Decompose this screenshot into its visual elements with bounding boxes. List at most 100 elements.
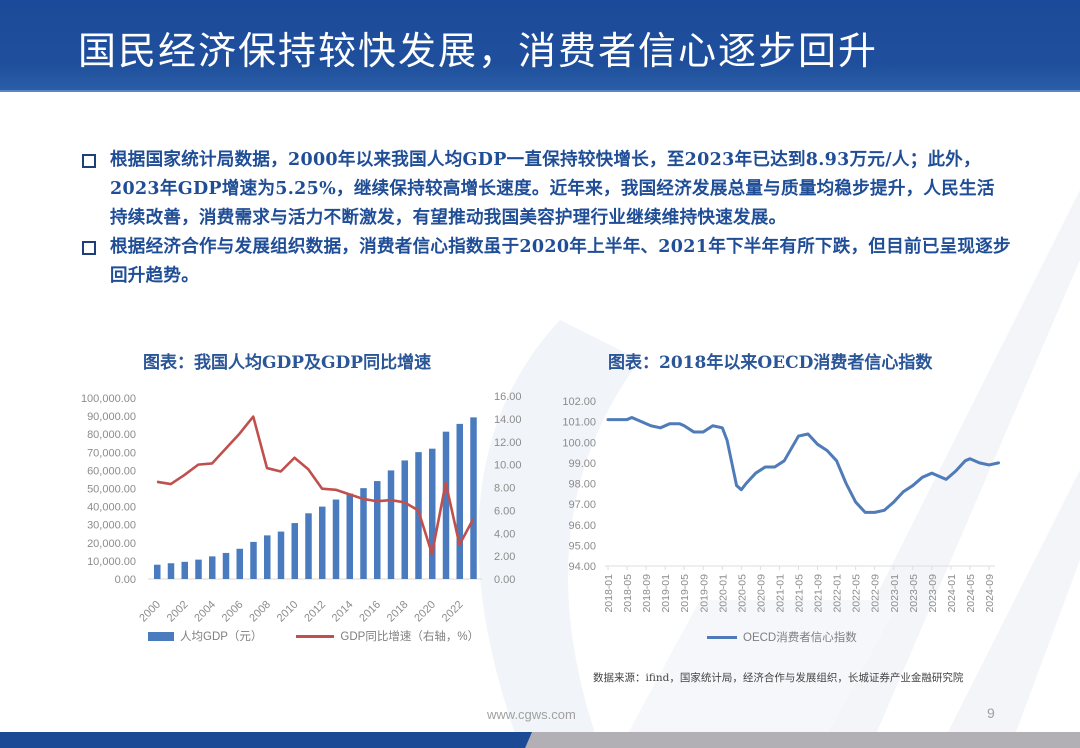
page-title: 国民经济保持较快发展，消费者信心逐步回升 [78,29,879,73]
left-axis-tick: 70,000.00 [87,447,136,459]
y-axis-tick: 101.00 [562,417,596,429]
left-axis-tick: 100,000.00 [81,393,136,405]
y-axis-tick: 94.00 [568,561,596,573]
title-divider [0,90,1080,92]
left-axis-tick: 50,000.00 [87,484,136,496]
gdp-bar [332,499,340,579]
gdp-bar [346,493,353,579]
x-axis-tick: 2014 [330,599,356,625]
x-axis-tick: 2021-05 [794,574,806,613]
gdp-bar [209,556,216,579]
right-axis-tick: 16.00 [494,391,522,403]
gdp-chart-legend: 人均GDP（元） GDP同比增速（右轴，%） [148,628,479,644]
bullet-item: 根据国家统计局数据，2000年以来我国人均GDP一直保持较快增长，至2023年已… [82,146,1012,233]
legend-line-label: OECD消费者信心指数 [743,632,857,644]
legend-bar-label: 人均GDP（元） [180,631,263,643]
bullet-text: 根据国家统计局数据，2000年以来我国人均GDP一直保持较快增长，至2023年已… [110,150,995,228]
gdp-bar [264,535,271,579]
oecd-confidence-line [606,416,1001,514]
left-axis-tick: 0.00 [115,574,136,586]
gdp-bar [442,431,450,579]
oecd-confidence-line-chart: 102.00 101.00 100.00 99.00 98.00 97.00 96.00 95… [562,396,1001,613]
gdp-bar [360,488,367,579]
x-axis-tick: 2006 [220,599,246,625]
left-axis-tick: 30,000.00 [87,520,136,532]
y-axis-tick: 102.00 [562,396,596,408]
y-axis-tick: 98.00 [568,479,596,491]
gdp-bar [291,523,298,579]
right-axis-tick: 6.00 [494,505,515,517]
y-axis-tick: 100.00 [562,437,596,449]
gdp-bar [305,513,312,579]
x-axis-tick: 2020 [412,599,438,625]
right-axis-tick: 12.00 [494,437,522,449]
y-axis-tick: 96.00 [568,520,596,532]
x-axis-tick: 2000 [137,599,163,625]
right-axis-tick: 0.00 [494,574,515,586]
x-axis-tick: 2023-09 [927,574,939,613]
x-axis-tick: 2019-01 [660,574,672,613]
left-axis-tick: 80,000.00 [87,429,136,441]
square-bullet-icon [82,241,96,255]
x-axis-tick: 2018-01 [603,574,615,613]
y-axis-tick: 95.00 [568,540,596,552]
gdp-bar [222,552,230,579]
page-number: 9 [987,705,995,721]
x-axis-tick: 2016 [357,599,383,625]
x-axis-tick: 2019-05 [679,574,691,613]
x-axis-tick: 2021-01 [774,574,786,613]
gdp-bar-line-chart: 100,000.00 90,000.00 80,000.00 70,000.00 60,… [81,391,522,625]
x-axis-tick: 2022-05 [851,574,863,613]
x-axis-tick: 2018-05 [622,574,634,613]
x-axis-tick: 2004 [192,599,218,625]
x-axis-tick: 2020-01 [717,574,729,613]
gdp-bar [319,506,326,579]
left-axis-tick: 40,000.00 [87,502,136,514]
right-axis-tick: 8.00 [494,483,515,495]
right-axis-tick: 4.00 [494,528,515,540]
legend-bar-swatch [148,631,174,641]
legend-line-swatch [707,635,737,639]
right-axis-tick: 2.00 [494,551,515,563]
x-axis-tick: 2023-05 [908,574,920,613]
gdp-bar [415,452,422,579]
x-axis-tick: 2022-01 [832,574,844,613]
gdp-bar [181,561,188,579]
gdp-bar [277,531,285,579]
title-banner: 国民经济保持较快发展，消费者信心逐步回升 [0,0,1080,91]
left-axis-tick: 60,000.00 [87,465,136,477]
x-axis-tick: 2019-09 [698,574,710,613]
data-source-note: 数据来源：ifind，国家统计局，经济合作与发展组织，长城证券产业金融研究院 [593,672,964,684]
left-axis-tick: 90,000.00 [87,411,136,423]
gdp-bar [154,564,161,579]
x-axis-tick: 2002 [165,599,191,625]
footer-website-link[interactable]: www.cgws.com [487,707,576,722]
gdp-bar [236,548,243,579]
gdp-bar [401,460,408,579]
x-axis-tick: 2023-01 [889,574,901,613]
y-axis-tick: 97.00 [568,499,596,511]
gdp-bar [456,423,463,579]
oecd-chart-legend: OECD消费者信心指数 [707,629,857,645]
gdp-bar [429,448,436,579]
x-axis-tick: 2012 [302,599,328,625]
x-axis-tick: 2022 [440,599,466,625]
right-axis-tick: 10.00 [494,460,522,472]
legend-line-swatch [296,634,335,638]
legend-line-label: GDP同比增速（右轴，%） [340,631,480,643]
footer-bar-blue [0,732,532,748]
gdp-bar [470,417,477,579]
gdp-growth-line [156,415,475,556]
bullet-item: 根据经济合作与发展组织数据，消费者信心指数虽于2020年上半年、2021年下半年… [82,233,1012,291]
x-axis-tick: 2018 [385,599,411,625]
x-axis-tick: 2021-09 [813,574,825,613]
bullet-list: 根据国家统计局数据，2000年以来我国人均GDP一直保持较快增长，至2023年已… [82,146,1012,291]
x-axis-tick: 2010 [275,599,301,625]
x-axis-tick: 2008 [247,599,273,625]
x-axis-tick: 2018-09 [641,574,653,613]
gdp-chart-title: 图表：我国人均GDP及GDP同比增速 [143,353,432,373]
x-axis-tick: 2024-05 [965,574,977,613]
left-axis-tick: 20,000.00 [87,538,136,550]
x-axis-tick: 2024-09 [984,574,996,613]
